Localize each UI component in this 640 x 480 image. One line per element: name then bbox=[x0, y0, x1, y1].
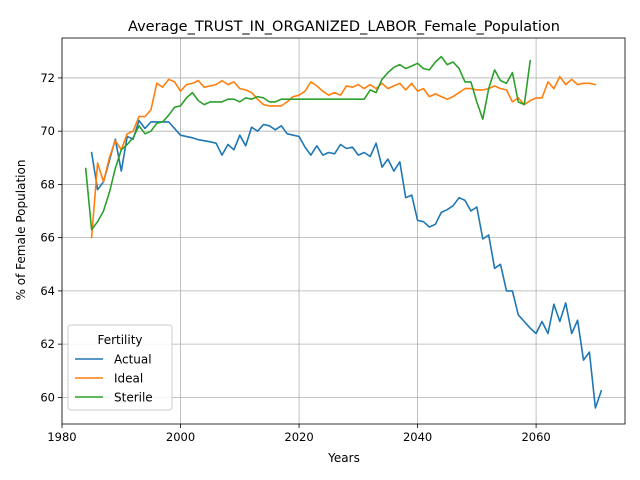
legend-title: Fertility bbox=[97, 333, 142, 347]
legend-label-actual: Actual bbox=[114, 353, 152, 367]
legend-label-sterile: Sterile bbox=[114, 391, 153, 405]
legend: Fertility Actual Ideal Sterile bbox=[67, 324, 173, 411]
x-axis: 1980 2000 2020 2040 2060 bbox=[47, 424, 551, 444]
x-tick-label: 2040 bbox=[403, 430, 432, 444]
y-tick-label: 62 bbox=[40, 337, 55, 351]
series-lines bbox=[84, 55, 603, 409]
legend-box bbox=[67, 324, 173, 411]
y-axis-label: % of Female Population bbox=[14, 160, 28, 301]
y-tick-label: 70 bbox=[40, 124, 55, 138]
plot-frame bbox=[61, 37, 626, 425]
y-tick-label: 66 bbox=[40, 231, 55, 245]
series-line-ideal bbox=[90, 75, 597, 239]
chart-title: Average_TRUST_IN_ORGANIZED_LABOR_Female_… bbox=[128, 19, 560, 35]
x-tick-label: 1980 bbox=[47, 430, 76, 444]
x-tick-label: 2020 bbox=[284, 430, 313, 444]
legend-label-ideal: Ideal bbox=[114, 372, 143, 386]
y-axis: 60 62 64 66 68 70 72 bbox=[40, 71, 62, 404]
y-tick-label: 60 bbox=[40, 390, 55, 404]
y-tick-label: 72 bbox=[40, 71, 55, 85]
y-tick-label: 68 bbox=[40, 177, 55, 191]
series-line-actual bbox=[90, 119, 603, 409]
x-tick-label: 2060 bbox=[521, 430, 550, 444]
x-tick-label: 2000 bbox=[166, 430, 195, 444]
y-tick-label: 64 bbox=[40, 284, 55, 298]
series-line-sterile bbox=[84, 55, 532, 231]
x-axis-label: Years bbox=[327, 451, 360, 465]
